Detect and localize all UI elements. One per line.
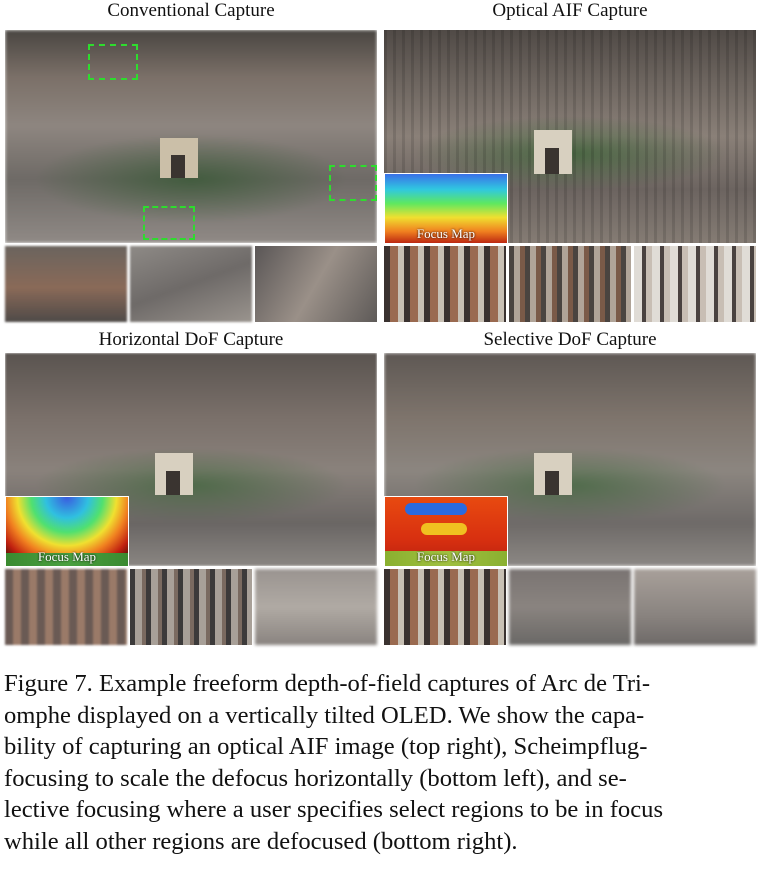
horizontal-dof-crop-2 [130,569,252,645]
selective-dof-crop-2 [509,569,631,645]
selective-dof-capture-image: Focus Map [384,353,756,566]
conventional-capture-title: Conventional Capture [107,0,275,21]
focus-map-inset: Focus Map [384,496,508,566]
caption-line: Figure 7. Example freeform depth-of-fiel… [4,670,651,697]
horizontal-dof-capture-title: Horizontal DoF Capture [98,329,284,350]
focus-map-inset: Focus Map [5,496,129,566]
caption-line: lective focusing where a user specifies … [4,796,664,824]
optical-aif-capture-image: Focus Map [384,30,756,243]
caption-line: omphe displayed on a vertically tilted O… [4,701,645,729]
conventional-crop-1 [5,246,127,322]
selective-dof-capture-title: Selective DoF Capture [483,329,657,350]
optical-aif-capture-title: Optical AIF Capture [492,0,648,21]
horizontal-dof-crop-3 [255,569,377,645]
caption-line: while all other regions are defocused (b… [4,827,518,855]
caption-line: focusing to scale the defocus horizontal… [4,764,627,792]
conventional-crop-2 [130,246,252,322]
focus-map-label: Focus Map [37,549,97,564]
roi-box [88,44,138,80]
focus-map-label: Focus Map [416,226,476,241]
conventional-crop-3 [255,246,377,322]
roi-box [143,206,195,240]
figure-caption: Figure 7. Example freeform depth-of-fiel… [4,668,754,858]
optical-aif-crop-1 [384,246,506,322]
optical-aif-crop-3 [634,246,756,322]
roi-box [329,165,377,201]
caption-line: bility of capturing an optical AIF image… [4,733,648,761]
selective-dof-crop-3 [634,569,756,645]
optical-aif-crop-2 [509,246,631,322]
focus-map-label: Focus Map [416,549,476,564]
selective-dof-crop-1 [384,569,506,645]
horizontal-dof-crop-1 [5,569,127,645]
focus-map-inset: Focus Map [384,173,508,243]
conventional-capture-image [5,30,377,243]
horizontal-dof-capture-image: Focus Map [5,353,377,566]
